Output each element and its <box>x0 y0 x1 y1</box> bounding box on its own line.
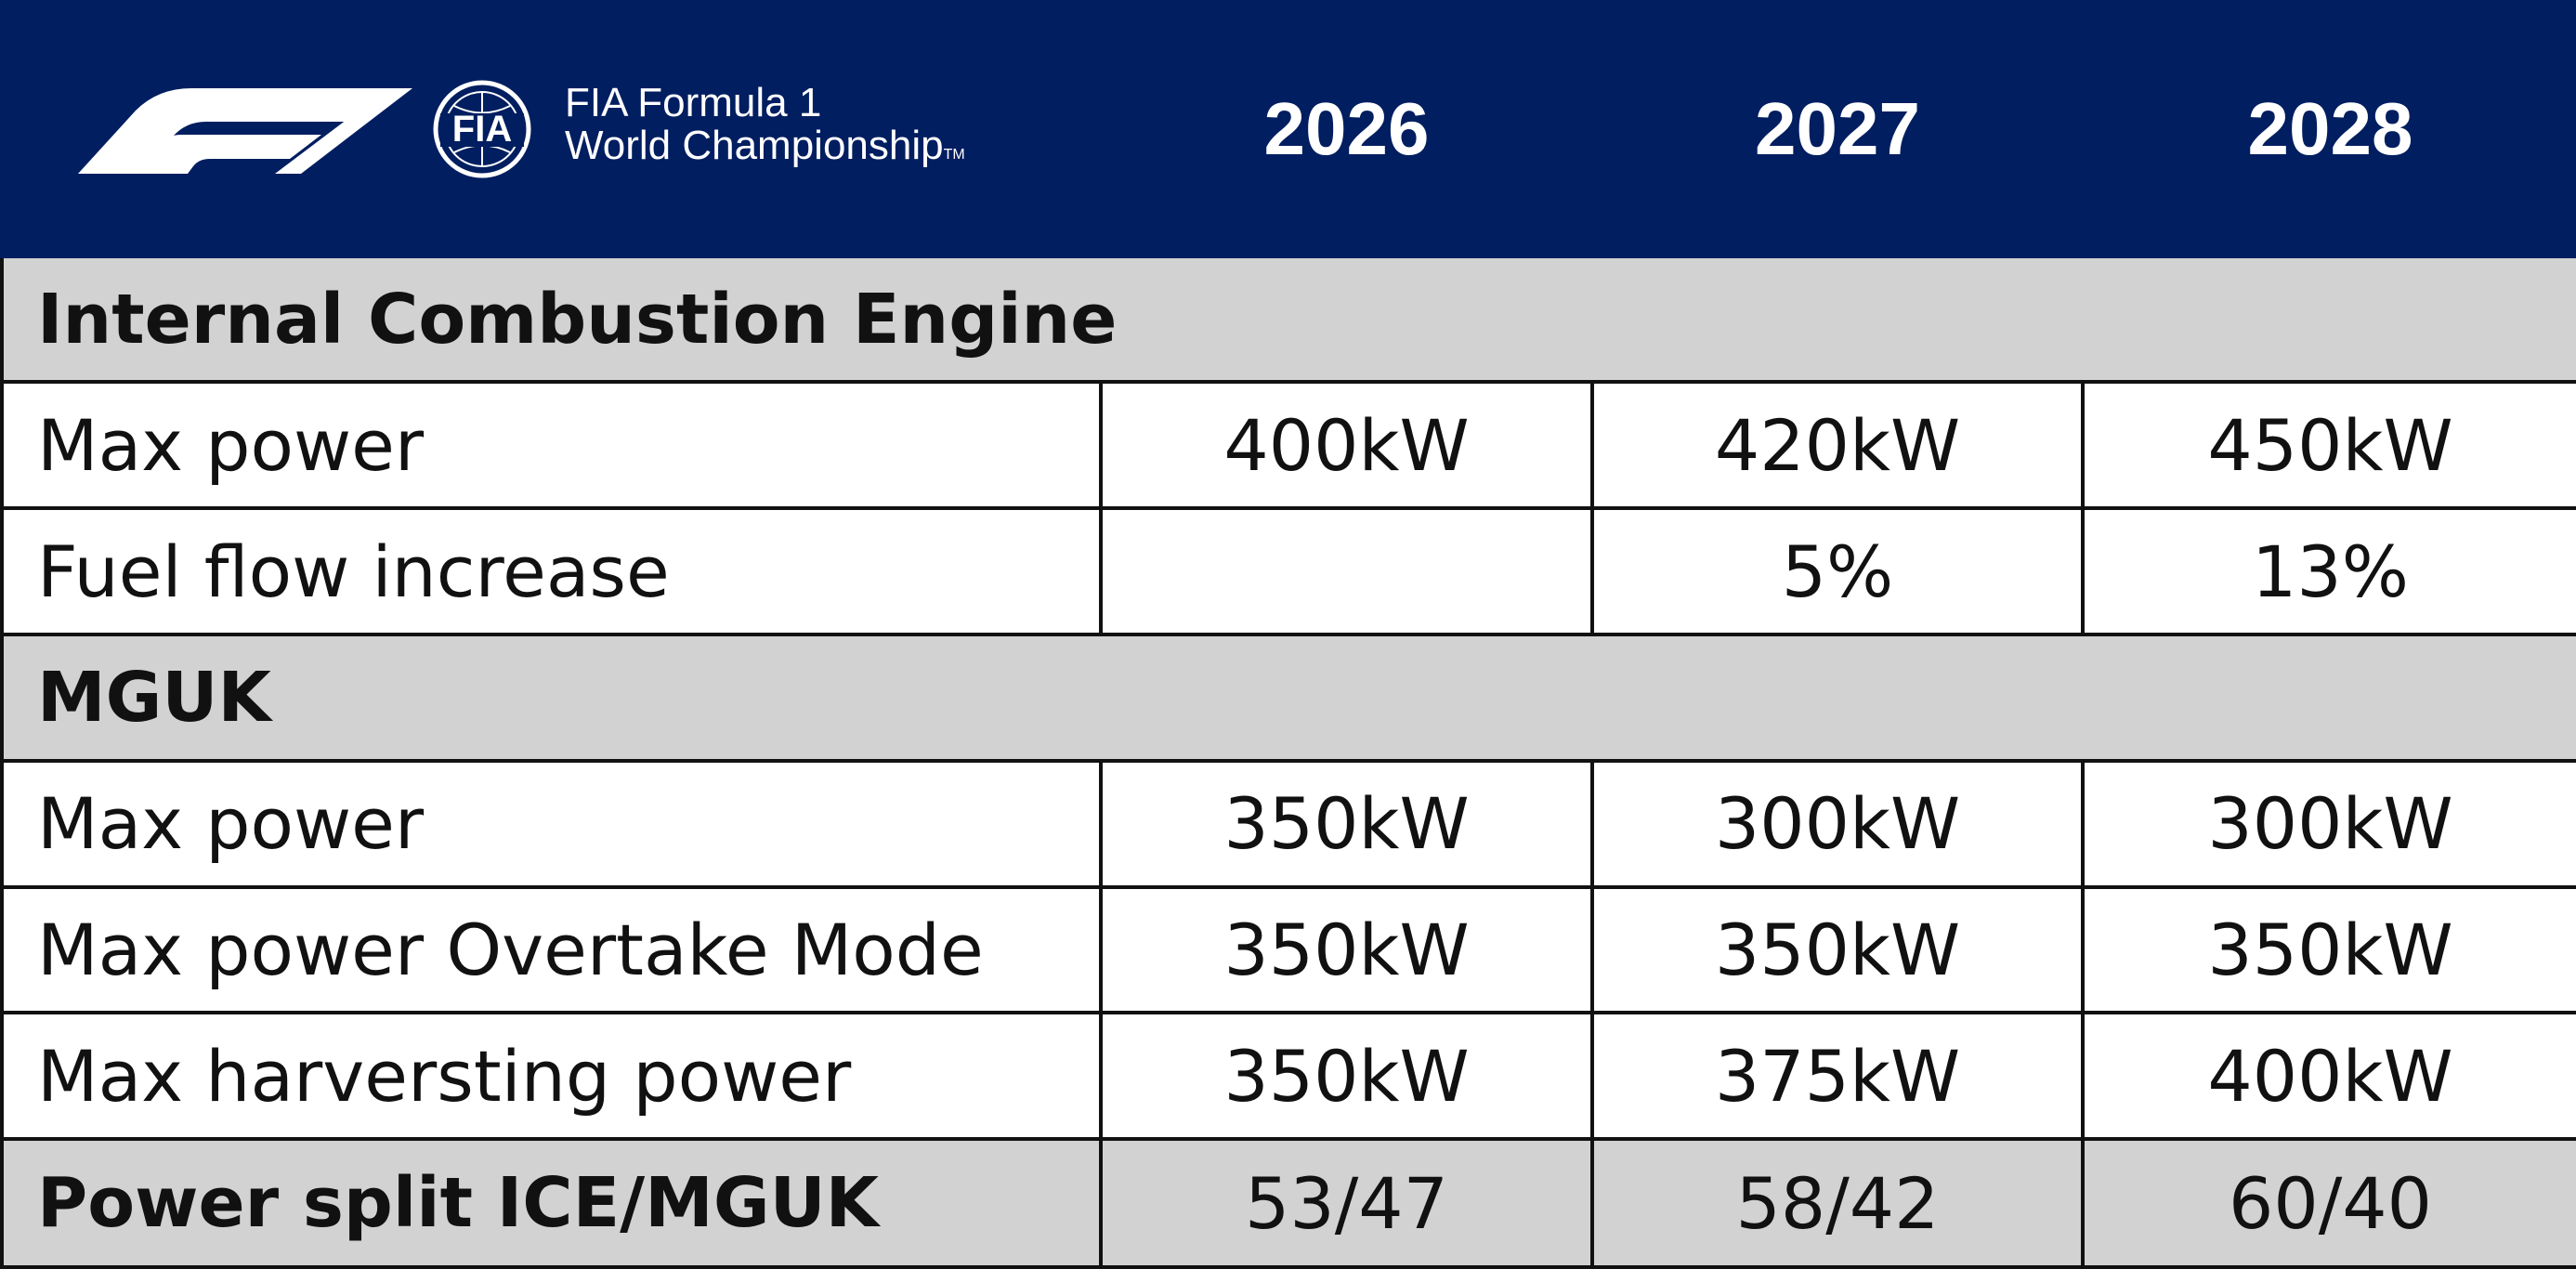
value-cell: 400kW <box>2081 1011 2576 1142</box>
power-split-row: Power split ICE/MGUK 53/47 58/42 60/40 <box>0 1137 2576 1269</box>
f1-logo-icon <box>78 87 412 174</box>
value-cell: 5% <box>1590 506 2085 636</box>
table-row: Max harversting power 350kW 375kW 400kW <box>0 1011 2576 1142</box>
table-row: Max power 400kW 420kW 450kW <box>0 380 2576 511</box>
year-2026-header: 2026 <box>1099 0 1594 258</box>
section-title: Internal Combustion Engine <box>0 254 2576 385</box>
value-cell: 400kW <box>1099 380 1594 511</box>
row-label: Max harversting power <box>0 1011 1103 1142</box>
power-split-value: 53/47 <box>1099 1137 1594 1269</box>
year-2028-header: 2028 <box>2081 0 2576 258</box>
row-label: Max power Overtake Mode <box>0 884 1103 1015</box>
row-label: Fuel flow increase <box>0 506 1103 636</box>
value-cell: 350kW <box>1099 884 1594 1015</box>
value-cell: 300kW <box>1590 758 2085 889</box>
power-split-value: 58/42 <box>1590 1137 2085 1269</box>
value-cell: 420kW <box>1590 380 2085 511</box>
value-cell <box>1099 506 1594 636</box>
section-title: MGUK <box>0 632 2576 763</box>
logo-cell: FIA FIA Formula 1 World ChampionshipTM <box>0 0 1103 258</box>
value-cell: 350kW <box>1590 884 2085 1015</box>
championship-line-1: FIA Formula 1 <box>565 79 822 125</box>
value-cell: 350kW <box>2081 884 2576 1015</box>
value-cell: 350kW <box>1099 1011 1594 1142</box>
fia-badge-icon: FIA <box>433 80 531 178</box>
table-row: Fuel flow increase 5% 13% <box>0 506 2576 636</box>
value-cell: 375kW <box>1590 1011 2085 1142</box>
f1-fia-logo: FIA FIA Formula 1 World ChampionshipTM <box>4 78 1099 180</box>
trademark-mark: TM <box>943 146 965 163</box>
year-2027-header: 2027 <box>1590 0 2085 258</box>
power-split-value: 60/40 <box>2081 1137 2576 1269</box>
header-row: FIA FIA Formula 1 World ChampionshipTM 2… <box>0 0 2576 258</box>
section-row-mguk: MGUK <box>0 632 2576 763</box>
svg-text:FIA: FIA <box>452 109 512 150</box>
championship-text: FIA Formula 1 World ChampionshipTM <box>565 79 965 177</box>
table-row: Max power 350kW 300kW 300kW <box>0 758 2576 889</box>
table-row: Max power Overtake Mode 350kW 350kW 350k… <box>0 884 2576 1015</box>
championship-line-2: World Championship <box>565 122 944 168</box>
row-label: Max power <box>0 380 1103 511</box>
value-cell: 350kW <box>1099 758 1594 889</box>
value-cell: 300kW <box>2081 758 2576 889</box>
row-label: Max power <box>0 758 1103 889</box>
value-cell: 450kW <box>2081 380 2576 511</box>
power-split-label: Power split ICE/MGUK <box>0 1137 1103 1269</box>
value-cell: 13% <box>2081 506 2576 636</box>
section-row-ice: Internal Combustion Engine <box>0 254 2576 385</box>
